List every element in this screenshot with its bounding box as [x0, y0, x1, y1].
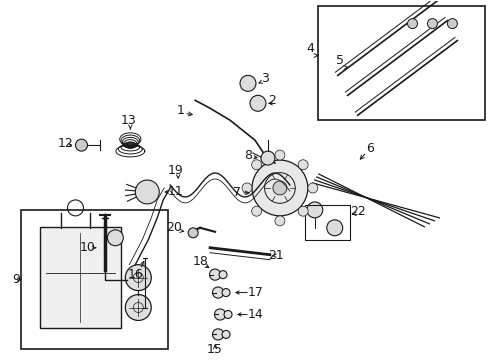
Text: 6: 6 [365, 141, 373, 155]
Circle shape [209, 269, 220, 280]
Text: 8: 8 [244, 149, 251, 162]
Text: 9: 9 [13, 273, 20, 286]
Circle shape [214, 309, 225, 320]
Text: 7: 7 [233, 186, 241, 199]
Text: 10: 10 [80, 241, 95, 254]
Circle shape [188, 228, 198, 238]
Text: 4: 4 [305, 42, 313, 55]
Circle shape [107, 230, 123, 246]
Bar [20, 210, 168, 349]
Circle shape [272, 181, 286, 195]
Circle shape [274, 216, 285, 226]
Bar [304, 205, 349, 240]
Circle shape [125, 265, 151, 291]
Bar [317, 6, 484, 120]
Text: 17: 17 [247, 286, 264, 299]
Circle shape [212, 287, 223, 298]
Text: 19: 19 [167, 163, 183, 176]
Circle shape [261, 151, 274, 165]
Circle shape [251, 206, 261, 216]
Circle shape [125, 294, 151, 320]
Circle shape [306, 202, 322, 218]
Circle shape [222, 330, 229, 338]
Circle shape [407, 19, 417, 28]
Circle shape [240, 75, 255, 91]
Text: 20: 20 [166, 221, 182, 234]
Text: 18: 18 [192, 255, 207, 268]
Text: 21: 21 [267, 249, 283, 262]
Text: 16: 16 [127, 268, 143, 281]
Circle shape [447, 19, 456, 28]
FancyBboxPatch shape [40, 227, 121, 328]
Circle shape [274, 150, 285, 160]
Circle shape [251, 160, 261, 170]
Text: 15: 15 [207, 343, 223, 356]
Text: 13: 13 [120, 114, 136, 127]
Circle shape [219, 271, 226, 279]
Circle shape [298, 160, 307, 170]
Circle shape [251, 160, 307, 216]
Circle shape [75, 139, 87, 151]
Text: 1: 1 [176, 104, 184, 117]
Circle shape [212, 329, 223, 340]
Text: 11: 11 [167, 185, 183, 198]
Circle shape [427, 19, 437, 28]
Circle shape [242, 183, 251, 193]
Circle shape [326, 220, 342, 236]
Text: 12: 12 [58, 137, 73, 150]
Text: 22: 22 [349, 205, 365, 219]
Text: 2: 2 [267, 94, 275, 107]
Circle shape [307, 183, 317, 193]
Circle shape [224, 310, 232, 319]
Circle shape [222, 289, 229, 297]
Circle shape [249, 95, 265, 111]
Text: 3: 3 [261, 72, 268, 85]
Circle shape [298, 206, 307, 216]
Text: 5: 5 [335, 54, 343, 67]
Circle shape [135, 180, 159, 204]
Text: 14: 14 [247, 308, 264, 321]
